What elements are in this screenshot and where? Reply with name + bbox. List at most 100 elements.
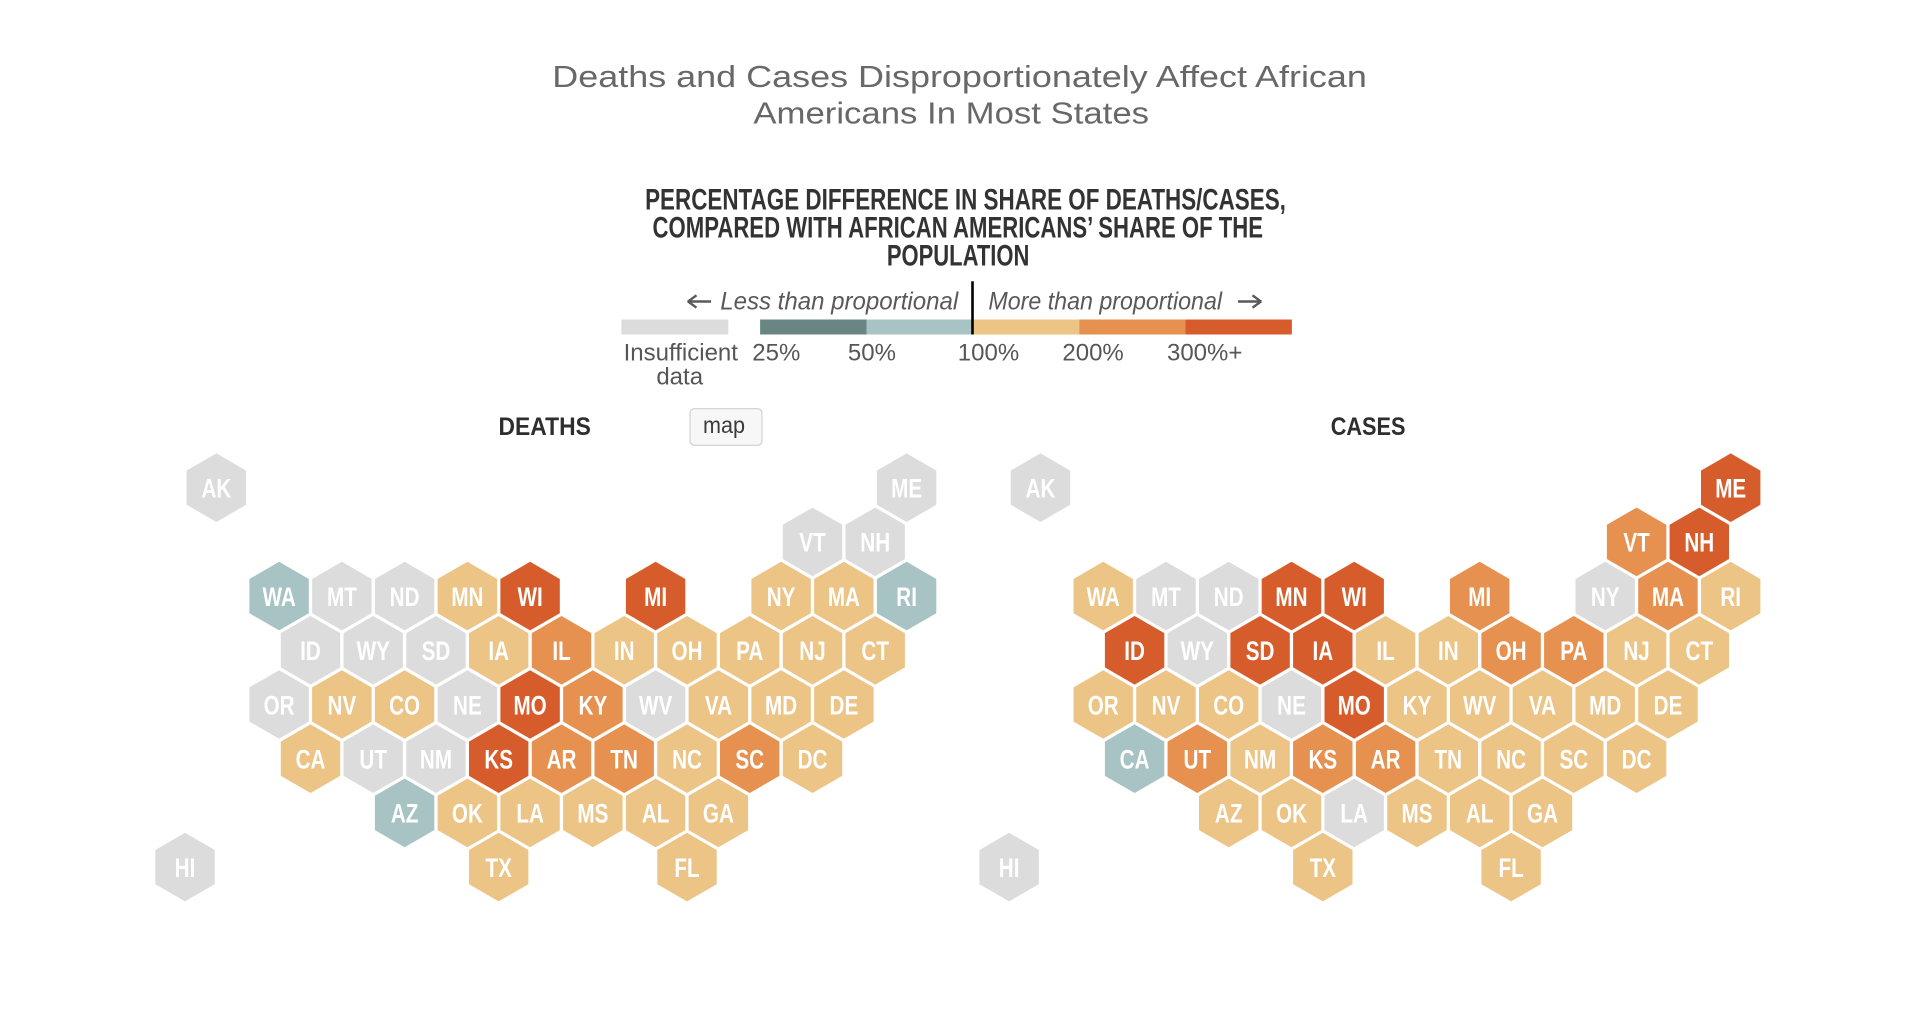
svg-text:ID: ID — [300, 637, 321, 667]
svg-text:PERCENTAGE DIFFERENCE IN SHARE: PERCENTAGE DIFFERENCE IN SHARE OF DEATHS… — [645, 183, 1286, 216]
svg-text:FL: FL — [1498, 853, 1523, 883]
svg-text:RI: RI — [1720, 582, 1741, 612]
svg-text:IA: IA — [1312, 637, 1333, 667]
svg-text:CASES: CASES — [1331, 413, 1406, 441]
svg-text:SC: SC — [735, 745, 764, 775]
svg-text:ND: ND — [1214, 582, 1244, 612]
svg-text:WV: WV — [1463, 691, 1496, 721]
svg-text:NC: NC — [1496, 745, 1526, 775]
svg-text:CT: CT — [1686, 637, 1714, 667]
svg-text:UT: UT — [1184, 745, 1212, 775]
svg-text:AL: AL — [642, 799, 670, 829]
svg-text:SD: SD — [1246, 637, 1275, 667]
svg-text:50%: 50% — [848, 340, 896, 367]
svg-text:DC: DC — [798, 745, 828, 775]
svg-text:NH: NH — [860, 528, 890, 558]
svg-text:IL: IL — [1376, 637, 1394, 667]
svg-text:CT: CT — [861, 637, 889, 667]
svg-text:DC: DC — [1622, 745, 1652, 775]
svg-text:SD: SD — [422, 637, 451, 667]
svg-text:IA: IA — [488, 637, 509, 667]
svg-text:DE: DE — [1654, 691, 1683, 721]
svg-text:AR: AR — [547, 745, 577, 775]
svg-text:AZ: AZ — [1215, 799, 1243, 829]
svg-text:LA: LA — [516, 799, 544, 829]
svg-text:data: data — [656, 364, 703, 391]
svg-text:NY: NY — [1591, 582, 1620, 612]
svg-text:Americans In Most States: Americans In Most States — [753, 96, 1149, 131]
svg-text:VT: VT — [799, 528, 826, 558]
svg-text:IN: IN — [614, 637, 635, 667]
svg-text:MN: MN — [451, 582, 483, 612]
svg-text:TN: TN — [610, 745, 638, 775]
svg-text:LA: LA — [1340, 799, 1368, 829]
svg-text:ME: ME — [1715, 474, 1746, 504]
svg-text:WV: WV — [639, 691, 672, 721]
svg-text:Deaths and Cases Disproportion: Deaths and Cases Disproportionately Affe… — [552, 59, 1367, 94]
svg-text:NM: NM — [1244, 745, 1276, 775]
svg-text:MS: MS — [1402, 799, 1433, 829]
svg-text:KS: KS — [484, 745, 513, 775]
svg-text:AR: AR — [1371, 745, 1401, 775]
svg-text:Less than proportional: Less than proportional — [720, 287, 959, 315]
svg-text:DEATHS: DEATHS — [499, 413, 591, 441]
svg-text:COMPARED WITH AFRICAN AMERICAN: COMPARED WITH AFRICAN AMERICANS’ SHARE O… — [653, 211, 1264, 244]
svg-text:NE: NE — [1277, 691, 1306, 721]
svg-text:MD: MD — [1589, 691, 1621, 721]
svg-text:NJ: NJ — [799, 637, 825, 667]
svg-text:300%+: 300%+ — [1167, 340, 1242, 367]
svg-text:OR: OR — [1088, 691, 1119, 721]
svg-text:NE: NE — [453, 691, 482, 721]
svg-text:WY: WY — [1181, 637, 1214, 667]
svg-text:MI: MI — [644, 582, 667, 612]
svg-text:MN: MN — [1275, 582, 1307, 612]
svg-text:100%: 100% — [958, 340, 1019, 367]
svg-text:MI: MI — [1468, 582, 1491, 612]
svg-text:WI: WI — [517, 582, 542, 612]
svg-text:AL: AL — [1466, 799, 1494, 829]
svg-text:CA: CA — [1120, 745, 1150, 775]
svg-text:NV: NV — [328, 691, 357, 721]
svg-text:IL: IL — [552, 637, 570, 667]
svg-text:HI: HI — [175, 853, 196, 883]
svg-text:UT: UT — [359, 745, 387, 775]
svg-text:TN: TN — [1435, 745, 1463, 775]
svg-text:Insufficient: Insufficient — [624, 340, 739, 367]
svg-text:MD: MD — [765, 691, 797, 721]
svg-text:MO: MO — [513, 691, 546, 721]
svg-text:POPULATION: POPULATION — [887, 239, 1030, 272]
svg-text:HI: HI — [999, 853, 1020, 883]
svg-text:PA: PA — [736, 637, 763, 667]
svg-text:CA: CA — [296, 745, 326, 775]
svg-text:WA: WA — [1087, 582, 1120, 612]
svg-text:IN: IN — [1438, 637, 1459, 667]
svg-text:GA: GA — [703, 799, 734, 829]
svg-text:NH: NH — [1684, 528, 1714, 558]
svg-text:NM: NM — [420, 745, 452, 775]
svg-text:WY: WY — [357, 637, 390, 667]
svg-text:ID: ID — [1124, 637, 1145, 667]
svg-text:WI: WI — [1342, 582, 1367, 612]
svg-text:AK: AK — [1026, 474, 1056, 504]
svg-text:CO: CO — [1213, 691, 1244, 721]
svg-text:AZ: AZ — [391, 799, 419, 829]
svg-text:TX: TX — [1310, 853, 1337, 883]
svg-text:MA: MA — [828, 582, 860, 612]
svg-text:DE: DE — [830, 691, 859, 721]
svg-text:RI: RI — [896, 582, 917, 612]
svg-text:OR: OR — [264, 691, 295, 721]
svg-text:GA: GA — [1527, 799, 1558, 829]
svg-text:KY: KY — [579, 691, 608, 721]
svg-text:More than proportional: More than proportional — [988, 287, 1223, 315]
svg-text:ND: ND — [390, 582, 420, 612]
svg-text:OH: OH — [1496, 637, 1527, 667]
svg-text:OH: OH — [672, 637, 703, 667]
svg-text:NJ: NJ — [1623, 637, 1649, 667]
svg-text:ME: ME — [891, 474, 922, 504]
svg-text:VA: VA — [1529, 691, 1556, 721]
svg-text:OK: OK — [1276, 799, 1307, 829]
svg-text:CO: CO — [389, 691, 420, 721]
svg-text:SC: SC — [1559, 745, 1588, 775]
svg-text:VT: VT — [1623, 528, 1650, 558]
svg-text:PA: PA — [1560, 637, 1587, 667]
